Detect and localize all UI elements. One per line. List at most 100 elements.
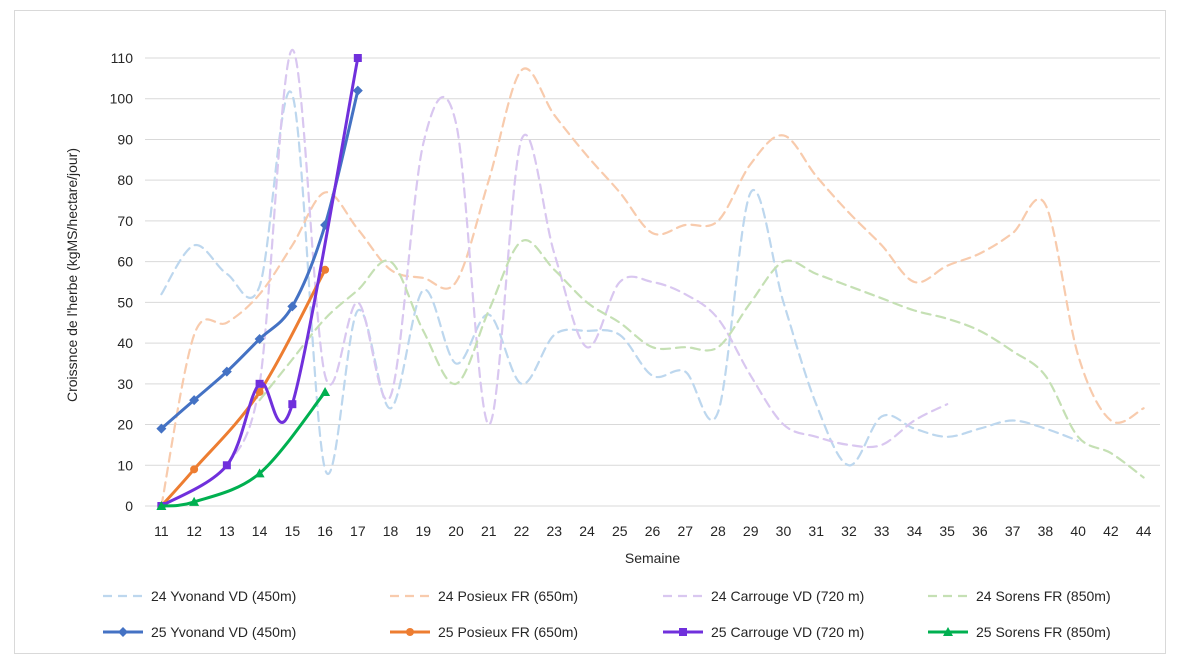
y-tick-label: 30 xyxy=(117,376,133,392)
series-layer xyxy=(156,48,1145,510)
legend-item-25-yvonand-vd-450m: 25 Yvonand VD (450m) xyxy=(103,624,296,640)
data-point-25-sorens-fr-850m xyxy=(320,386,331,396)
legend: 24 Yvonand VD (450m) 24 Posieux FR (650m)… xyxy=(103,588,1111,640)
y-tick-label: 110 xyxy=(111,50,134,66)
legend-label: 24 Sorens FR (850m) xyxy=(976,588,1111,604)
data-point-25-posieux-fr-650m xyxy=(190,465,199,474)
data-point-25-yvonand-vd-450m xyxy=(352,85,363,96)
data-point-25-carrouge-vd-720-m xyxy=(353,54,362,62)
y-tick-label: 100 xyxy=(110,91,134,107)
series-line-25-sorens-fr-850m xyxy=(159,390,327,508)
legend-item-25-carrouge-vd-720-m: 25 Carrouge VD (720 m) xyxy=(663,624,864,640)
data-point-25-yvonand-vd-450m xyxy=(221,366,232,377)
x-tick-label: 32 xyxy=(841,523,857,539)
x-tick-label: 26 xyxy=(645,523,661,539)
y-tick-label: 60 xyxy=(117,254,133,270)
x-tick-label: 13 xyxy=(219,523,235,539)
legend-item-24-yvonand-vd-450m: 24 Yvonand VD (450m) xyxy=(103,588,296,604)
data-point-25-yvonand-vd-450m xyxy=(287,301,298,312)
legend-item-25-sorens-fr-850m: 25 Sorens FR (850m) xyxy=(928,624,1111,640)
x-tick-label: 18 xyxy=(383,523,399,539)
x-tick-label: 29 xyxy=(743,523,759,539)
x-tick-label: 34 xyxy=(907,523,923,539)
series-24-carrouge-vd-720-m xyxy=(225,48,949,467)
x-tick-label: 42 xyxy=(1103,523,1119,539)
series-line-24-yvonand-vd-450m xyxy=(160,90,1080,475)
x-tick-label: 38 xyxy=(1038,523,1054,539)
line-chart: 0 10 20 30 40 50 60 70 80 90 100 110 11 12 13 14 15 16 17… xyxy=(64,48,1160,640)
y-tick-label: 80 xyxy=(117,172,133,188)
x-tick-label: 37 xyxy=(1005,523,1021,539)
legend-label: 25 Sorens FR (850m) xyxy=(976,624,1111,640)
series-25-carrouge-vd-720-m xyxy=(157,54,362,510)
data-point-25-sorens-fr-850m xyxy=(189,496,200,506)
x-tick-label: 23 xyxy=(546,523,562,539)
x-tick-label: 16 xyxy=(317,523,333,539)
x-tick-label: 30 xyxy=(776,523,792,539)
legend-label: 25 Carrouge VD (720 m) xyxy=(711,624,864,640)
legend-marker xyxy=(943,627,953,636)
chart-frame: 0 10 20 30 40 50 60 70 80 90 100 110 11 12 13 14 15 16 17… xyxy=(14,10,1166,654)
y-tick-label: 90 xyxy=(117,131,133,147)
data-point-25-yvonand-vd-450m xyxy=(156,423,167,434)
data-point-25-carrouge-vd-720-m xyxy=(222,461,231,470)
y-tick-label: 50 xyxy=(117,294,133,310)
x-tick-label: 40 xyxy=(1070,523,1086,539)
data-point-25-yvonand-vd-450m xyxy=(254,334,265,345)
legend-marker xyxy=(118,627,128,637)
series-25-sorens-fr-850m xyxy=(156,386,331,510)
legend-label: 25 Posieux FR (650m) xyxy=(438,624,578,640)
x-axis-title: Semaine xyxy=(625,550,680,566)
series-line-24-sorens-fr-850m xyxy=(258,239,1145,479)
legend-item-24-posieux-fr-650m: 24 Posieux FR (650m) xyxy=(390,588,578,604)
y-tick-label: 0 xyxy=(125,498,133,514)
series-line-25-carrouge-vd-720-m xyxy=(159,56,360,508)
y-axis-title: Croissnce de l'herbe (kgMS/hectare/jour) xyxy=(64,148,80,402)
x-tick-label: 36 xyxy=(972,523,988,539)
x-tick-label: 27 xyxy=(677,523,693,539)
x-tick-label: 20 xyxy=(448,523,464,539)
data-point-25-sorens-fr-850m xyxy=(254,468,265,478)
x-tick-label: 19 xyxy=(416,523,432,539)
series-line-25-posieux-fr-650m xyxy=(159,268,327,508)
legend-marker xyxy=(679,628,687,636)
series-24-yvonand-vd-450m xyxy=(160,90,1080,475)
x-tick-label: 33 xyxy=(874,523,890,539)
x-tick-label: 14 xyxy=(252,523,268,539)
series-line-24-posieux-fr-650m xyxy=(160,67,1145,508)
data-point-25-carrouge-vd-720-m xyxy=(288,400,297,409)
y-axis-ticks: 0 10 20 30 40 50 60 70 80 90 100 110 xyxy=(110,50,134,514)
data-point-25-carrouge-vd-720-m xyxy=(255,379,264,388)
x-tick-label: 24 xyxy=(579,523,595,539)
x-tick-label: 17 xyxy=(350,523,366,539)
y-tick-label: 40 xyxy=(117,335,133,351)
data-point-25-posieux-fr-650m xyxy=(255,387,264,396)
legend-marker xyxy=(406,628,414,636)
series-24-posieux-fr-650m xyxy=(160,67,1145,508)
y-tick-label: 10 xyxy=(117,457,133,473)
series-line-24-carrouge-vd-720-m xyxy=(225,48,949,467)
x-tick-label: 28 xyxy=(710,523,726,539)
data-point-25-sorens-fr-850m xyxy=(156,501,167,510)
legend-label: 25 Yvonand VD (450m) xyxy=(151,624,296,640)
data-point-25-yvonand-vd-450m xyxy=(189,395,200,406)
x-tick-label: 11 xyxy=(154,523,169,539)
series-24-sorens-fr-850m xyxy=(258,239,1145,479)
legend-item-25-posieux-fr-650m: 25 Posieux FR (650m) xyxy=(390,624,578,640)
data-point-25-posieux-fr-650m xyxy=(321,265,330,274)
x-tick-label: 31 xyxy=(808,523,824,539)
y-tick-label: 20 xyxy=(117,417,133,433)
x-tick-label: 25 xyxy=(612,523,628,539)
x-tick-label: 15 xyxy=(285,523,301,539)
legend-item-24-carrouge-vd-720-m: 24 Carrouge VD (720 m) xyxy=(663,588,864,604)
legend-label: 24 Yvonand VD (450m) xyxy=(151,588,296,604)
legend-label: 24 Carrouge VD (720 m) xyxy=(711,588,864,604)
y-tick-label: 70 xyxy=(117,213,133,229)
x-tick-label: 21 xyxy=(481,523,497,539)
legend-label: 24 Posieux FR (650m) xyxy=(438,588,578,604)
legend-item-24-sorens-fr-850m: 24 Sorens FR (850m) xyxy=(928,588,1111,604)
x-tick-label: 44 xyxy=(1136,523,1152,539)
x-tick-label: 35 xyxy=(939,523,955,539)
x-tick-label: 12 xyxy=(186,523,202,539)
x-axis-ticks: 11 12 13 14 15 16 17 18 19 20 21 22 23 24 25 26 27 28 29 30… xyxy=(154,523,1152,539)
